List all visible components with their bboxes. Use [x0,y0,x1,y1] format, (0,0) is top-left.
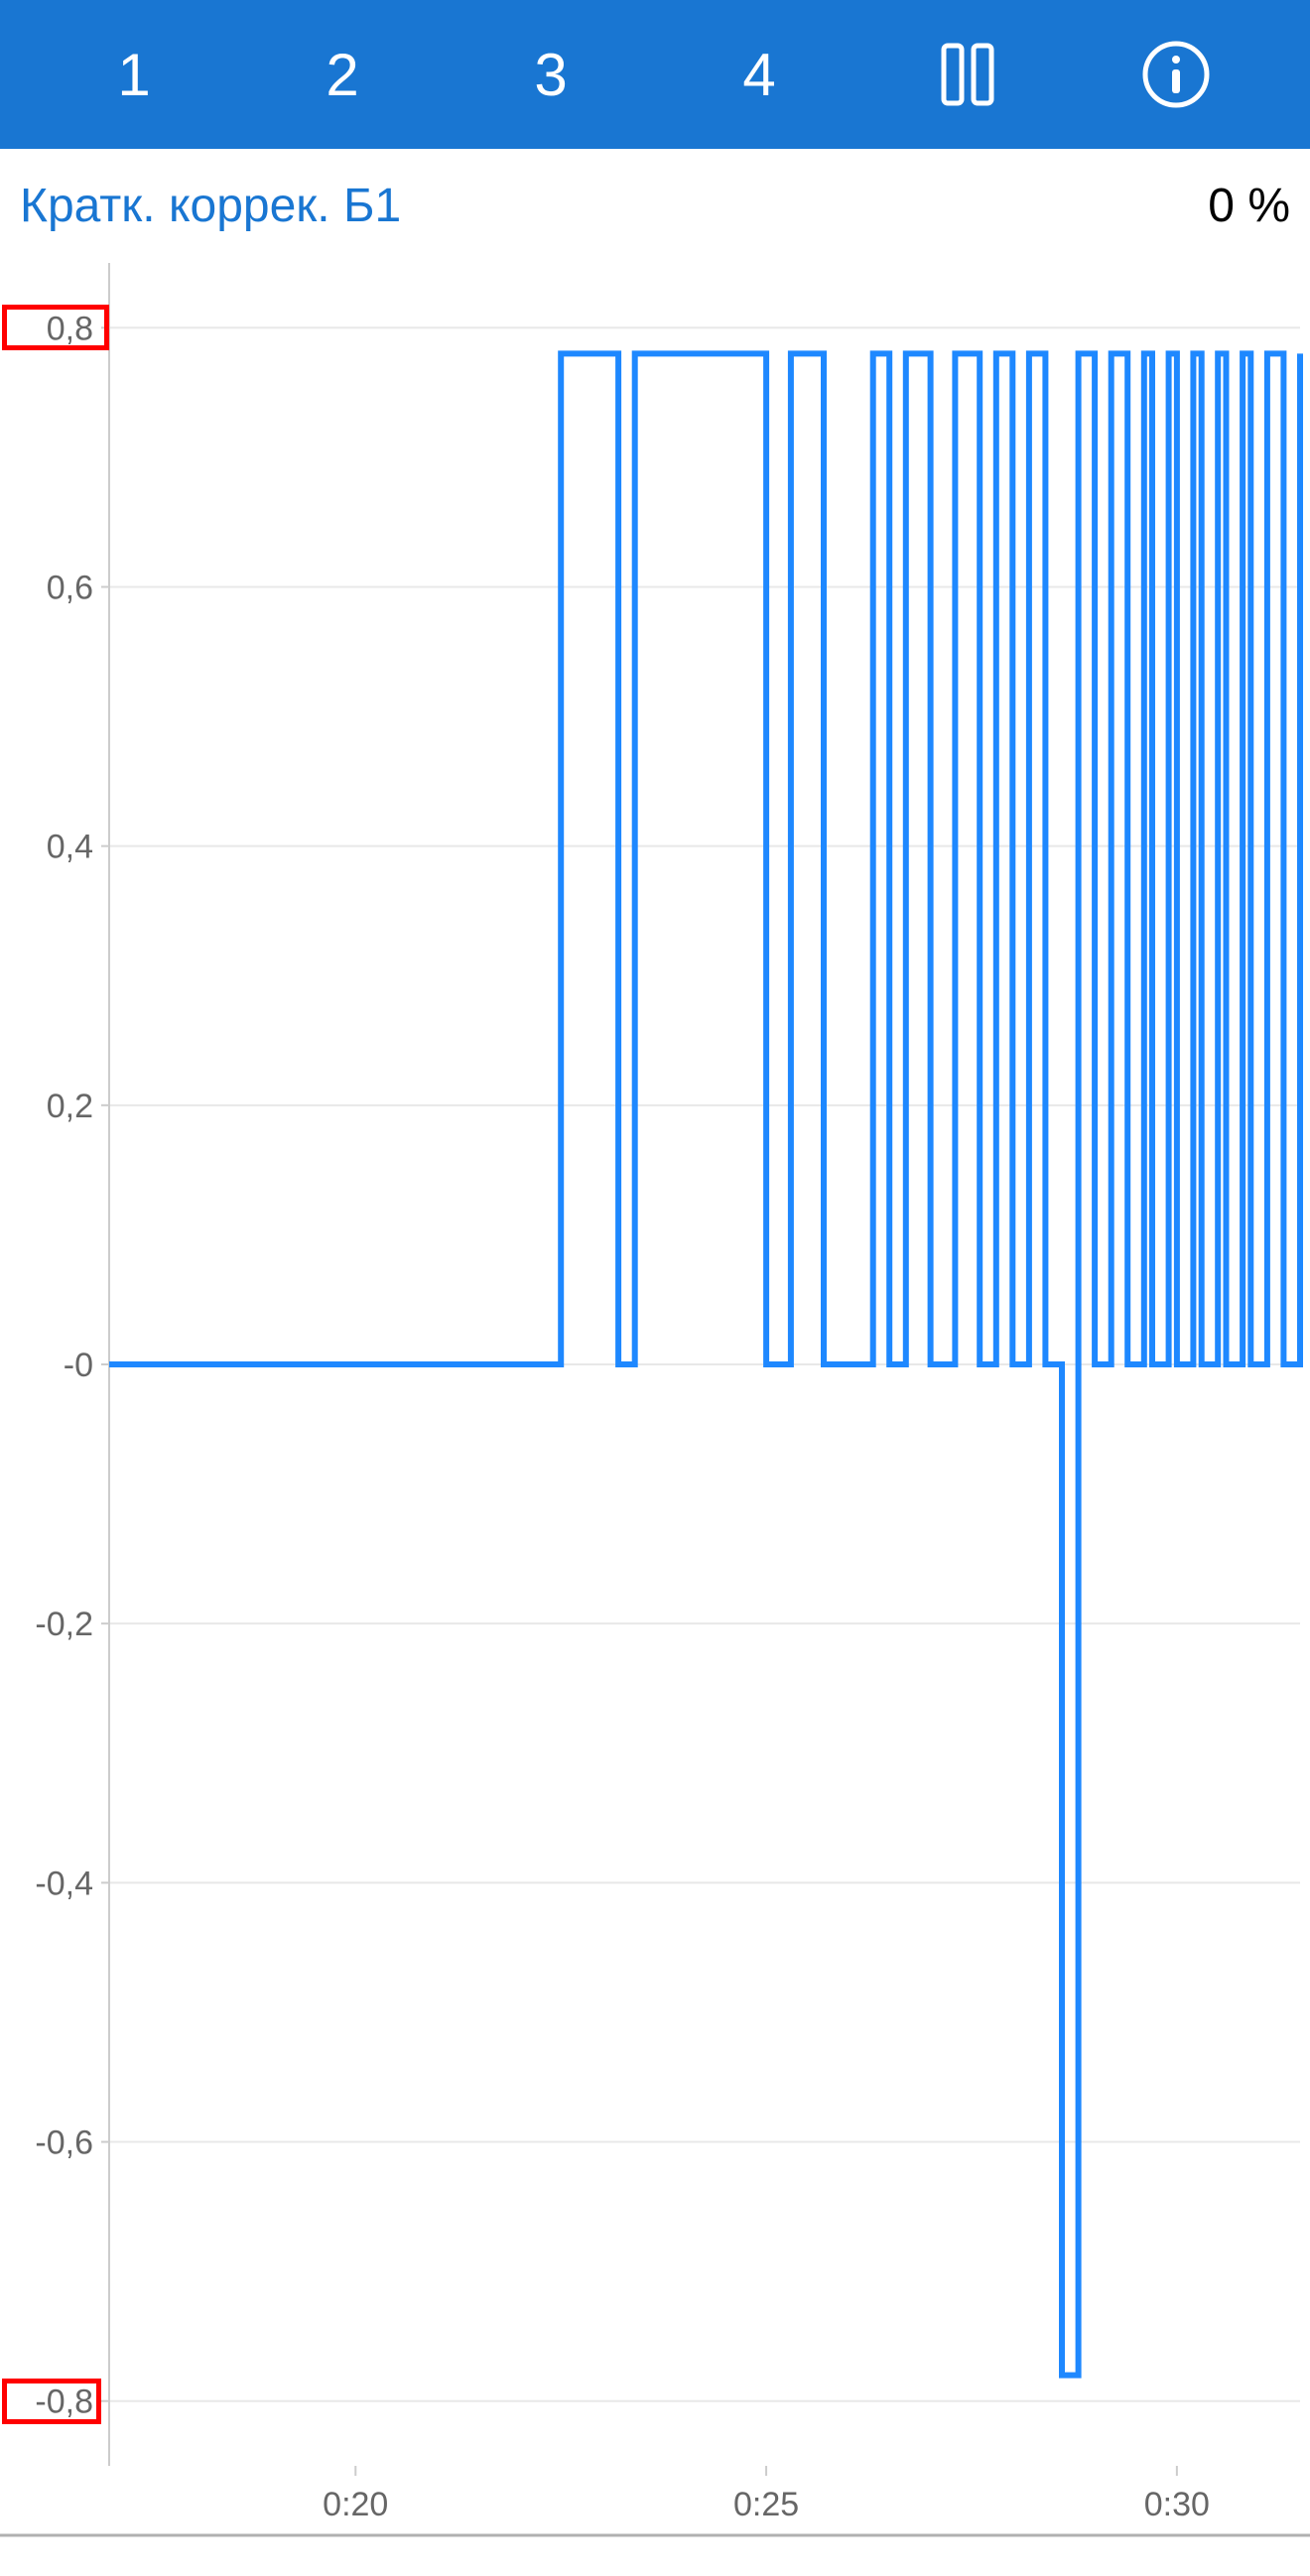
svg-text:-0: -0 [64,1347,93,1384]
svg-text:-0,4: -0,4 [35,1865,93,1902]
svg-text:-0,2: -0,2 [35,1606,93,1643]
chart-area[interactable]: -0,8 -0,6 -0,4 -0,2 -0 0,2 0,4 0,6 0,8 0:20 0:25 0:… [0,243,1310,2555]
chart-header: Кратк. коррек. Б1 0 % [0,149,1310,243]
tab-3[interactable]: 3 [447,41,655,109]
line-chart: -0,8 -0,6 -0,4 -0,2 -0 0,2 0,4 0,6 0,8 0:20 0:25 0:… [0,243,1310,2555]
svg-text:0:25: 0:25 [733,2486,799,2523]
tab-1[interactable]: 1 [30,41,238,109]
svg-text:0,6: 0,6 [47,569,93,606]
svg-text:0:30: 0:30 [1144,2486,1210,2523]
svg-text:-0,6: -0,6 [35,2125,93,2162]
chart-current-value: 0 % [1208,179,1290,233]
chart-title: Кратк. коррек. Б1 [20,179,401,233]
info-button[interactable] [1072,40,1280,109]
svg-text:0,2: 0,2 [47,1088,93,1125]
tab-2[interactable]: 2 [238,41,447,109]
pause-button[interactable] [863,42,1072,107]
info-icon [1141,40,1211,109]
top-toolbar: 1 2 3 4 [0,0,1310,149]
svg-text:0,4: 0,4 [47,829,93,866]
svg-text:-0,8: -0,8 [35,2383,93,2421]
tab-4[interactable]: 4 [655,41,863,109]
svg-text:0:20: 0:20 [323,2486,388,2523]
pause-icon [940,42,995,107]
svg-text:0,8: 0,8 [47,310,93,347]
